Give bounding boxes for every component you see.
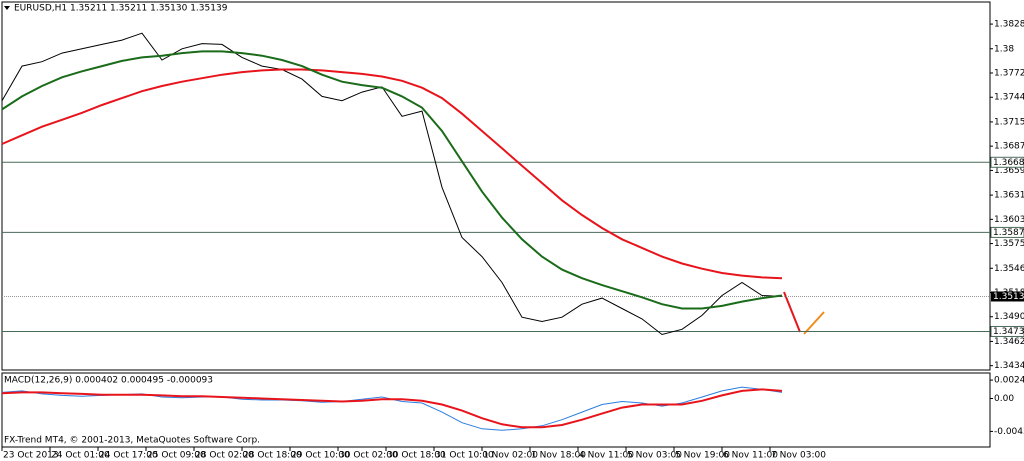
x-tick-label: 24 Oct 01:00: [51, 451, 110, 461]
y-tick-label: 1.36595: [994, 166, 1024, 176]
y-tick-label: 1.35465: [994, 264, 1024, 274]
y-tick-label: 1.38285: [994, 20, 1024, 30]
last-price-box: [991, 291, 1024, 302]
x-tick-label: 23 Oct 2013: [3, 451, 59, 461]
x-tick-label: 24 Oct 17:00: [99, 451, 158, 461]
forecast-arrow: [783, 291, 801, 333]
x-tick-label: 1 Nov 18:00: [531, 451, 586, 461]
x-tick-label: 5 Nov 03:00: [627, 451, 682, 461]
x-tick-label: 28 Oct 02:00: [195, 451, 254, 461]
x-tick-label: 25 Oct 09:00: [147, 451, 206, 461]
menu-arrow: [4, 6, 10, 10]
x-tick-label: 31 Oct 10:00: [435, 451, 494, 461]
level-label: 1.34735: [993, 327, 1024, 337]
y-tick-label: 1.3772: [994, 69, 1024, 79]
last-price-label: 1.35139: [993, 292, 1024, 302]
x-tick-label: 29 Oct 10:00: [291, 451, 350, 461]
series-line: [1, 50, 783, 310]
y-tick-label: 1.37155: [994, 117, 1024, 127]
macd-panel: [1, 372, 991, 448]
y-tick-label: 1.3462: [994, 337, 1024, 347]
series-line: [1, 68, 783, 280]
x-tick-label: 5 Nov 19:00: [675, 451, 730, 461]
y-tick-label: 1.38: [994, 44, 1014, 54]
macd-title: MACD(12,26,9) 0.000402 0.000495 -0.00009…: [4, 376, 213, 386]
x-tick-label: 7 Nov 03:00: [771, 451, 826, 461]
y-tick-label: 1.36875: [994, 142, 1024, 152]
x-tick-label: 6 Nov 11:00: [723, 451, 778, 461]
level-label: 1.36689: [993, 158, 1024, 168]
y-tick-label: 1.3434: [994, 361, 1024, 371]
chart-title: EURUSD,H1 1.35211 1.35211 1.35130 1.3513…: [14, 4, 228, 14]
x-tick-label: 30 Oct 02:00: [339, 451, 398, 461]
level-label-box: [990, 325, 1024, 337]
x-tick-label: 4 Nov 11:00: [579, 451, 634, 461]
x-tick-label: 28 Oct 18:00: [243, 451, 302, 461]
x-tick-label: 1 Nov 02:00: [483, 451, 538, 461]
y-tick-label: 1.34905: [994, 312, 1024, 322]
level-label-box: [990, 156, 1024, 168]
level-label: 1.35879: [993, 228, 1024, 238]
main-panel: [1, 1, 991, 371]
forecast-arrow: [803, 311, 825, 335]
x-tick-label: 30 Oct 18:00: [387, 451, 446, 461]
series-line: [1, 32, 783, 336]
y-tick-label: 1.3575: [994, 239, 1024, 249]
series-line: [1, 388, 783, 429]
y-tick-label: 1.3631: [994, 191, 1024, 201]
y-tick-label: 0.002425: [994, 376, 1024, 386]
y-tick-label: -0.004345: [994, 427, 1024, 437]
footer: FX-Trend MT4, © 2001-2013, MetaQuotes So…: [4, 436, 260, 446]
y-tick-label: 1.3744: [994, 93, 1024, 103]
y-tick-label: 0.00: [994, 394, 1014, 404]
level-label-box: [990, 226, 1024, 238]
y-tick-label: 1.3603: [994, 215, 1024, 225]
